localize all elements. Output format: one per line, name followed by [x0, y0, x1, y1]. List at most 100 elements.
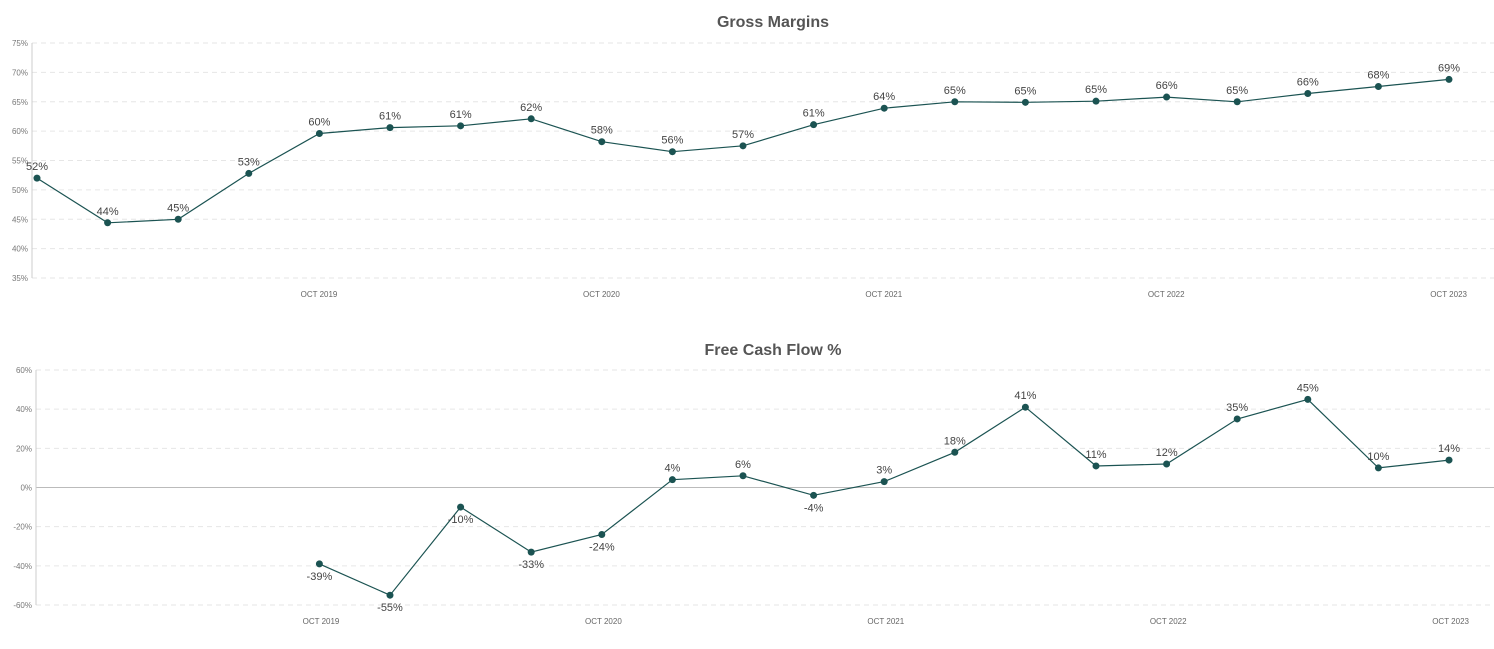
data-label: 53%: [238, 156, 260, 168]
x-tick-label: OCT 2020: [585, 617, 622, 626]
data-label: 65%: [944, 85, 966, 97]
data-label: 66%: [1297, 77, 1319, 89]
x-tick-label: OCT 2023: [1432, 617, 1469, 626]
data-label: 57%: [732, 129, 754, 141]
data-label: 45%: [167, 202, 189, 214]
data-point: [739, 142, 747, 150]
y-tick-label: 65%: [12, 98, 28, 107]
data-point: [598, 138, 606, 146]
x-tick-label: OCT 2022: [1150, 617, 1187, 626]
data-point: [1021, 98, 1029, 106]
y-tick-label: 70%: [12, 68, 28, 77]
y-tick-label: 60%: [12, 127, 28, 136]
data-point: [457, 503, 465, 511]
data-label: 60%: [308, 116, 330, 128]
data-label: 61%: [803, 108, 825, 120]
x-tick-label: OCT 2019: [301, 290, 338, 299]
data-point: [1233, 415, 1241, 423]
y-tick-label: 75%: [12, 39, 28, 48]
y-tick-label: 40%: [16, 405, 32, 414]
data-label: -55%: [377, 602, 403, 614]
y-tick-label: 40%: [12, 245, 28, 254]
data-point: [739, 472, 747, 480]
data-point: [33, 174, 41, 182]
data-label: 14%: [1438, 443, 1460, 455]
data-point: [880, 478, 888, 486]
data-label: 12%: [1156, 447, 1178, 459]
y-tick-label: 50%: [12, 186, 28, 195]
y-tick-label: 45%: [12, 215, 28, 224]
data-label: 58%: [591, 125, 613, 137]
x-tick-label: OCT 2021: [867, 617, 904, 626]
data-point: [880, 104, 888, 112]
data-point: [1374, 82, 1382, 90]
data-label: 64%: [873, 91, 895, 103]
x-tick-label: OCT 2019: [303, 617, 340, 626]
data-label: 68%: [1367, 69, 1389, 81]
data-point: [1445, 75, 1453, 83]
data-label: 62%: [520, 102, 542, 114]
data-label: 65%: [1014, 85, 1036, 97]
data-point: [1233, 98, 1241, 106]
data-point: [810, 491, 818, 499]
data-point: [386, 591, 394, 599]
data-point: [1445, 456, 1453, 464]
x-tick-label: OCT 2022: [1148, 290, 1185, 299]
data-label: 18%: [944, 435, 966, 447]
data-point: [527, 548, 535, 556]
data-point: [1092, 462, 1100, 470]
data-label: 66%: [1156, 80, 1178, 92]
free-cash-flow-title: Free Cash Flow %: [705, 342, 842, 359]
data-point: [1021, 403, 1029, 411]
data-point: [668, 148, 676, 156]
data-label: 10%: [1367, 451, 1389, 463]
data-label: 56%: [661, 135, 683, 147]
data-label: 4%: [664, 463, 680, 475]
data-point: [1092, 97, 1100, 105]
y-tick-label: 60%: [16, 366, 32, 375]
data-point: [457, 122, 465, 130]
x-tick-label: OCT 2021: [865, 290, 902, 299]
data-label: 35%: [1226, 402, 1248, 414]
data-label: -10%: [448, 514, 474, 526]
data-label: -33%: [518, 559, 544, 571]
data-point: [598, 531, 606, 538]
data-point: [174, 215, 182, 223]
data-point: [1163, 93, 1171, 101]
data-point: [1374, 464, 1382, 472]
data-point: [315, 560, 323, 568]
data-point: [951, 98, 959, 106]
data-label: 3%: [876, 465, 892, 477]
data-label: 65%: [1085, 84, 1107, 96]
y-tick-label: 20%: [16, 444, 32, 453]
gross-margins-title: Gross Margins: [717, 14, 829, 31]
free-cash-flow-chart: Free Cash Flow % -60% -40% -20% 0% 20% 40% 60%…: [13, 342, 1494, 626]
gross-margins-chart: Gross Margins 35% 40% 45% 50% 55% 60% 65% 70% 75…: [12, 14, 1494, 299]
y-tick-label: 0%: [20, 484, 32, 493]
data-point: [245, 169, 253, 177]
data-label: 61%: [379, 111, 401, 123]
data-point: [951, 448, 959, 456]
data-point: [386, 124, 394, 132]
data-label: 45%: [1297, 382, 1319, 394]
y-tick-label: -40%: [13, 562, 32, 571]
data-label: 65%: [1226, 85, 1248, 97]
data-point: [1304, 90, 1312, 98]
x-tick-label: OCT 2020: [583, 290, 620, 299]
data-point: [1163, 460, 1171, 468]
data-label: -24%: [589, 542, 615, 554]
data-label: 61%: [450, 109, 472, 121]
data-point: [668, 476, 676, 484]
y-tick-label: 55%: [12, 157, 28, 166]
data-point: [104, 219, 112, 227]
data-label: 6%: [735, 459, 751, 471]
data-label: 41%: [1014, 390, 1036, 402]
x-tick-label: OCT 2023: [1430, 290, 1467, 299]
data-point: [810, 121, 818, 129]
data-label: -4%: [804, 502, 824, 514]
data-point: [1304, 395, 1312, 403]
data-point: [527, 115, 535, 123]
y-tick-label: -60%: [13, 601, 32, 610]
data-label: 11%: [1085, 449, 1106, 461]
